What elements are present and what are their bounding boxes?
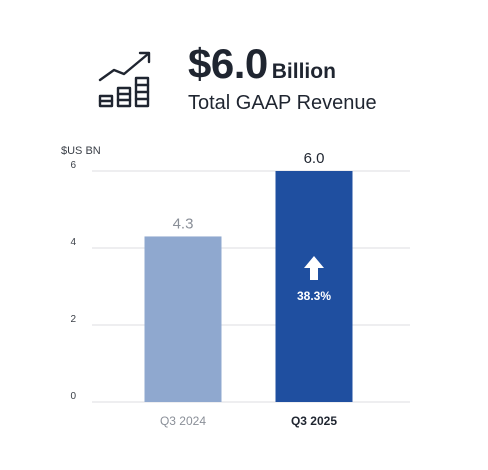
- headline-value: $6.0: [188, 40, 268, 87]
- y-tick-label: 6: [70, 160, 76, 171]
- y-tick-label: 4: [70, 237, 76, 248]
- headline-unit: Billion: [271, 60, 336, 83]
- y-tick-label: 0: [70, 391, 76, 402]
- x-tick-label: Q3 2024: [160, 414, 206, 428]
- x-tick-label: Q3 2025: [291, 414, 337, 428]
- headline-subtitle: Total GAAP Revenue: [188, 92, 377, 114]
- header: $6.0 Billion Total GAAP Revenue: [96, 40, 476, 120]
- headline: $6.0 Billion: [188, 40, 336, 88]
- bar-q3-2025: [275, 171, 353, 402]
- growth-chart-icon: [98, 51, 151, 108]
- bar-q3-2024: [144, 236, 222, 402]
- bar-value-label: 6.0: [304, 150, 325, 167]
- y-tick-label: 2: [70, 314, 76, 325]
- up-arrow-icon: [304, 256, 324, 280]
- growth-annotation-label: 38.3%: [297, 289, 331, 303]
- bar-value-label: 4.3: [173, 215, 194, 232]
- y-axis-label: $US BN: [61, 145, 101, 157]
